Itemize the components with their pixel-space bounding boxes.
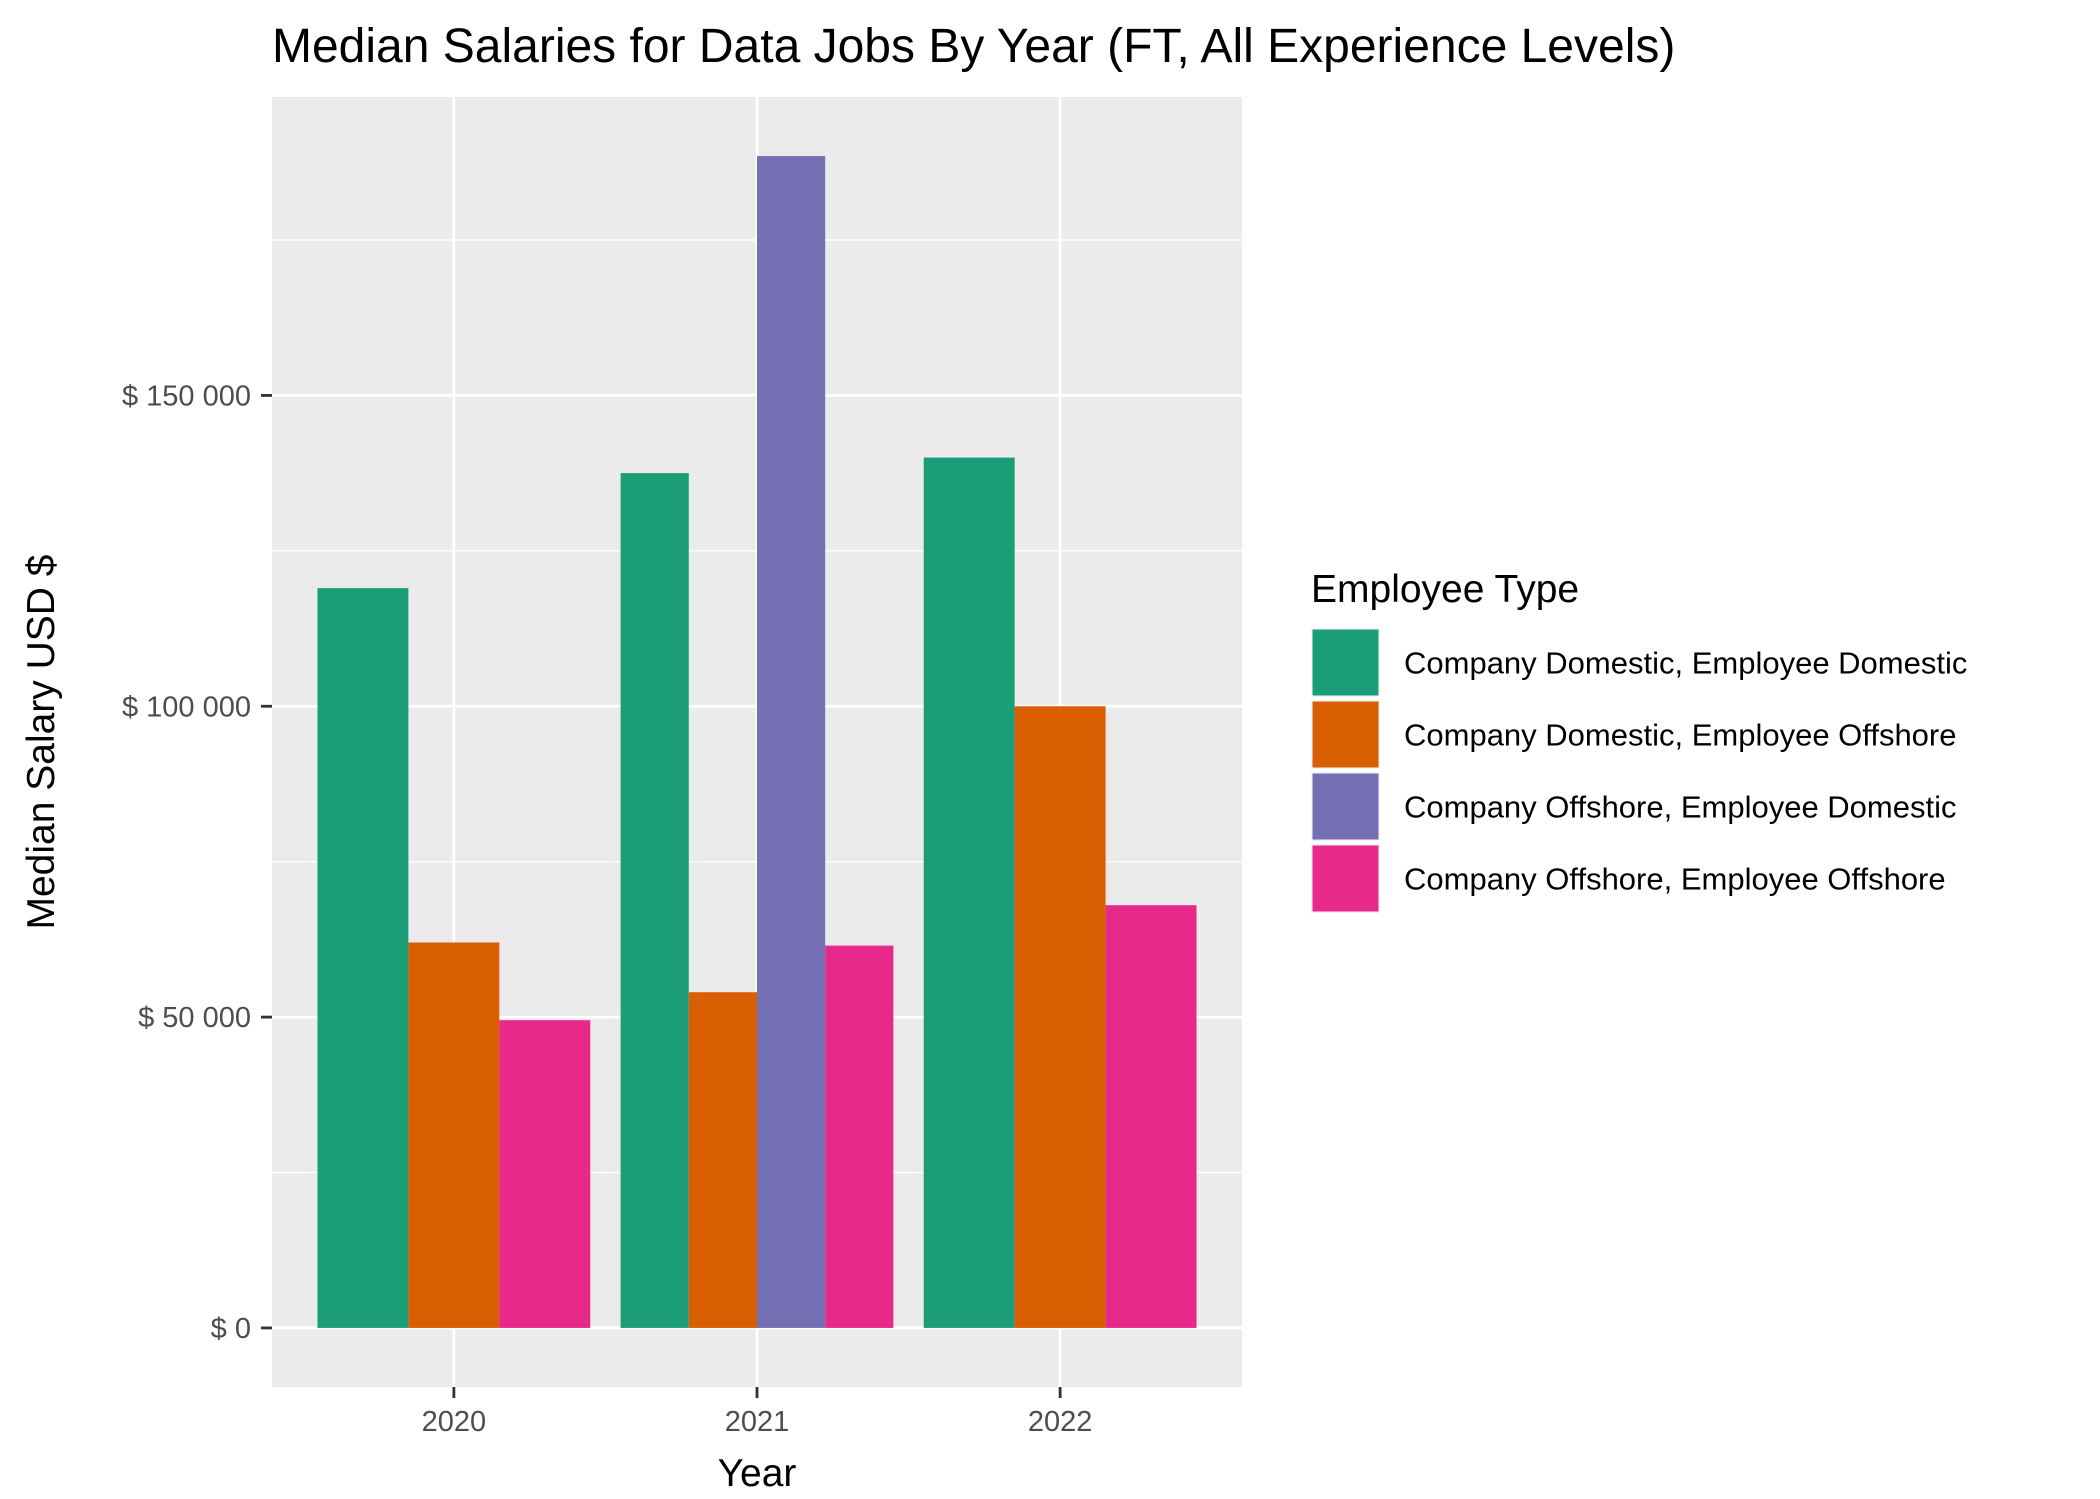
legend-label: Company Offshore, Employee Offshore bbox=[1404, 862, 1946, 897]
bar-2020-company-offshore-employee-offshore bbox=[499, 1020, 591, 1328]
bar-2020-company-domestic-employee-offshore bbox=[408, 942, 500, 1328]
legend-label: Company Offshore, Employee Domestic bbox=[1404, 790, 1957, 825]
x-axis: 2020 2021 2022 bbox=[422, 1387, 1093, 1438]
bar-2021-company-domestic-employee-domestic bbox=[620, 473, 689, 1328]
x-axis-title: Year bbox=[718, 1452, 797, 1495]
bar-2022-company-domestic-employee-domestic bbox=[923, 457, 1015, 1328]
bar-2020-company-domestic-employee-domestic bbox=[317, 588, 409, 1328]
legend-key-swatch bbox=[1312, 773, 1379, 840]
legend-label: Company Domestic, Employee Domestic bbox=[1404, 646, 1967, 681]
y-tick-label: $ 50 000 bbox=[138, 1002, 251, 1034]
legend-title: Employee Type bbox=[1311, 568, 1579, 611]
chart-title: Median Salaries for Data Jobs By Year (F… bbox=[272, 20, 1675, 73]
x-tick-label: 2021 bbox=[725, 1406, 790, 1438]
legend-key-swatch bbox=[1312, 629, 1379, 696]
x-tick-label: 2022 bbox=[1028, 1406, 1093, 1438]
y-axis: $ 0 $ 50 000 $ 100 000 $ 150 000 bbox=[122, 380, 272, 1345]
bar-2021-company-domestic-employee-offshore bbox=[688, 992, 757, 1328]
bar-2022-company-domestic-employee-offshore bbox=[1014, 706, 1106, 1328]
y-tick-label: $ 0 bbox=[211, 1313, 251, 1345]
y-axis-title: Median Salary USD $ bbox=[20, 554, 63, 929]
legend-key-swatch bbox=[1312, 845, 1379, 912]
bar-2021-company-offshore-employee-offshore bbox=[825, 945, 894, 1328]
bar-2022-company-offshore-employee-offshore bbox=[1105, 905, 1197, 1328]
bar-2021-company-offshore-employee-domestic bbox=[757, 156, 826, 1328]
legend-key-swatch bbox=[1312, 701, 1379, 768]
y-tick-label: $ 100 000 bbox=[122, 691, 251, 723]
y-tick-label: $ 150 000 bbox=[122, 380, 251, 412]
legend-label: Company Domestic, Employee Offshore bbox=[1404, 718, 1957, 753]
x-tick-label: 2020 bbox=[422, 1406, 487, 1438]
legend: Employee Type Company Domestic, Employee… bbox=[1311, 568, 1967, 913]
bars bbox=[317, 156, 1197, 1328]
